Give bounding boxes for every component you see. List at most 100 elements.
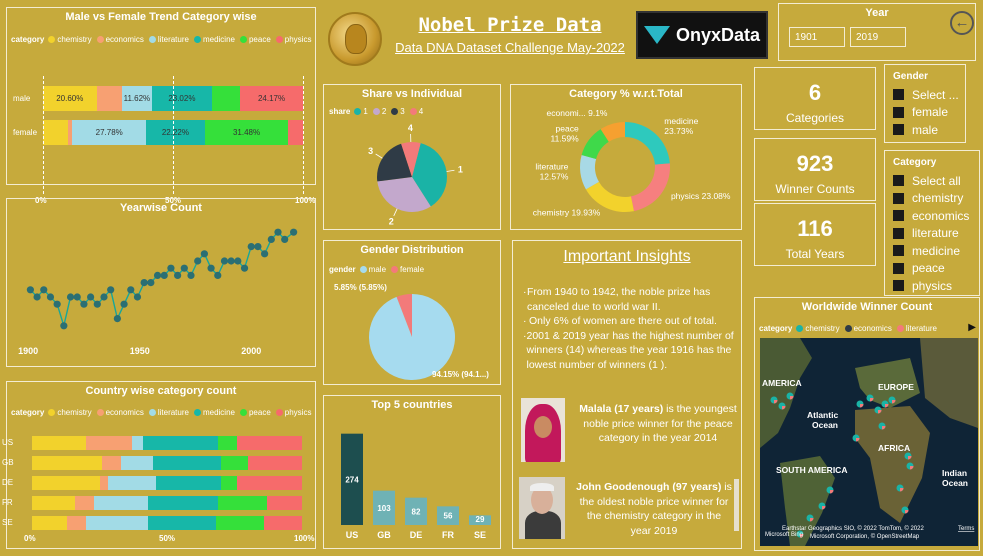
yearwise-point xyxy=(46,293,55,301)
checkbox-icon[interactable] xyxy=(893,124,904,136)
legend-item-female[interactable]: female xyxy=(391,265,424,274)
bar-segment-peace xyxy=(220,476,238,490)
gender-dist-pie xyxy=(369,294,455,380)
legend-item-economics[interactable]: economics xyxy=(96,35,144,44)
bar-segment-chemistry xyxy=(32,476,100,490)
kpi-total-years-label: Total Years xyxy=(785,247,845,261)
legend-item-literature[interactable]: literature xyxy=(148,408,189,417)
category-option[interactable]: physics xyxy=(893,277,971,295)
top5-label-DE: DE xyxy=(410,530,423,540)
legend-item-medicine[interactable]: medicine xyxy=(193,408,235,417)
legend-item-economics[interactable]: economics xyxy=(96,408,144,417)
checkbox-icon[interactable] xyxy=(893,262,904,274)
share-slice-4 xyxy=(401,142,421,177)
insights-scrollbar[interactable] xyxy=(734,479,739,531)
year-to-input[interactable]: 2019 xyxy=(850,27,906,47)
checkbox-icon[interactable] xyxy=(893,89,904,101)
gender-option[interactable]: male xyxy=(893,121,957,139)
land-africa xyxy=(855,406,930,523)
legend-item-physics[interactable]: physics xyxy=(275,408,311,417)
donut-slice-physics xyxy=(630,163,670,212)
year-from-input[interactable]: 1901 xyxy=(789,27,845,47)
bar-segment-physics xyxy=(237,476,302,490)
country-count-panel: Country wise category count category chem… xyxy=(2,381,316,549)
category-option[interactable]: economics xyxy=(893,207,971,225)
x-tick-1950: 1950 xyxy=(129,346,150,356)
legend-item-peace[interactable]: peace xyxy=(239,408,271,417)
bar-segment-chemistry xyxy=(32,436,86,450)
back-arrow-icon[interactable]: ← xyxy=(950,11,974,35)
bar-segment-physics xyxy=(288,120,303,145)
checkbox-icon[interactable] xyxy=(893,227,904,239)
yearwise-point xyxy=(220,257,229,265)
axis-tick: 0% xyxy=(24,534,36,543)
legend-item-literature[interactable]: literature xyxy=(896,324,937,333)
bar-segment-literature xyxy=(131,436,143,450)
map-pin-slice xyxy=(800,534,804,538)
checkbox-icon[interactable] xyxy=(893,245,904,257)
map-label: Atlantic xyxy=(807,410,838,420)
category-option[interactable]: peace xyxy=(893,260,971,278)
yearwise-point xyxy=(187,271,195,279)
checkbox-icon[interactable] xyxy=(893,106,904,118)
checkbox-icon[interactable] xyxy=(893,175,904,187)
legend-item-chemistry[interactable]: chemistry xyxy=(796,324,840,333)
gender-slice-female xyxy=(396,294,412,337)
donut-slice-chemistry xyxy=(585,181,634,212)
bar-segment-economics xyxy=(67,120,73,145)
yearwise-point xyxy=(234,257,242,265)
top5-bar-GB xyxy=(373,490,395,525)
map-legend-next-icon[interactable]: ▶ xyxy=(968,322,976,333)
legend-item-peace[interactable]: peace xyxy=(239,35,271,44)
legend-item-1[interactable]: 1 xyxy=(354,107,368,116)
kpi-winner-counts-label: Winner Counts xyxy=(775,182,855,196)
yearwise-point xyxy=(100,293,108,301)
legend-item-2[interactable]: 2 xyxy=(372,107,386,116)
category-option[interactable]: medicine xyxy=(893,242,971,260)
legend-item-chemistry[interactable]: chemistry xyxy=(48,408,92,417)
legend-item-economics[interactable]: economics xyxy=(844,324,892,333)
map-label: AMERICA xyxy=(762,378,802,388)
gender-option[interactable]: female xyxy=(893,104,957,122)
axis-tick: 50% xyxy=(159,534,176,543)
yearwise-point xyxy=(66,293,75,301)
checkbox-icon[interactable] xyxy=(893,280,904,292)
share-pie: 1 2 3 4 xyxy=(368,123,463,226)
map-attribution: Earthstar Geographics SIO, © 2022 TomTom… xyxy=(782,525,924,532)
share-leader-line xyxy=(393,208,398,217)
donut-label-line: literature xyxy=(535,162,568,172)
yearwise-point xyxy=(261,250,269,258)
legend-item-male[interactable]: male xyxy=(359,265,386,274)
country-count-legend: category chemistry economics literature medi… xyxy=(11,408,316,417)
map-pin-slice xyxy=(822,506,826,510)
yearwise-point xyxy=(290,228,298,236)
legend-item-physics[interactable]: physics xyxy=(275,35,311,44)
bar-segment-medicine xyxy=(153,456,221,470)
map-label: AFRICA xyxy=(878,443,910,453)
map-terms-link[interactable]: Terms xyxy=(958,526,974,532)
legend-item-3[interactable]: 3 xyxy=(391,107,405,116)
gem-icon xyxy=(644,26,670,44)
category-option[interactable]: chemistry xyxy=(893,190,971,208)
category-option[interactable]: literature xyxy=(893,225,971,243)
legend-item-4[interactable]: 4 xyxy=(409,107,423,116)
category-option[interactable]: Select all xyxy=(893,172,971,190)
yearwise-point xyxy=(73,293,81,301)
checkbox-icon[interactable] xyxy=(893,210,904,222)
legend-item-medicine[interactable]: medicine xyxy=(193,35,235,44)
legend-item-chemistry[interactable]: chemistry xyxy=(48,35,92,44)
gender-option[interactable]: Select ... xyxy=(893,86,959,104)
checkbox-icon[interactable] xyxy=(893,192,904,204)
kpi-categories-label: Categories xyxy=(785,111,845,125)
year-slicer-title: Year xyxy=(865,7,889,19)
bar-segment-medicine xyxy=(142,436,219,450)
bar-segment-physics xyxy=(266,496,302,510)
donut-label-line: chemistry 19.93% xyxy=(533,207,601,217)
kpi-winner-counts: 923 Winner Counts xyxy=(754,138,876,201)
insights-panel: Important Insights · From 1940 to 1942, t… xyxy=(512,240,742,549)
legend-item-literature[interactable]: literature xyxy=(148,35,189,44)
goodenough-text: John Goodenough (97 years) is the oldest… xyxy=(576,481,732,537)
yearwise-point xyxy=(214,271,222,279)
share-slice-1 xyxy=(412,143,447,207)
